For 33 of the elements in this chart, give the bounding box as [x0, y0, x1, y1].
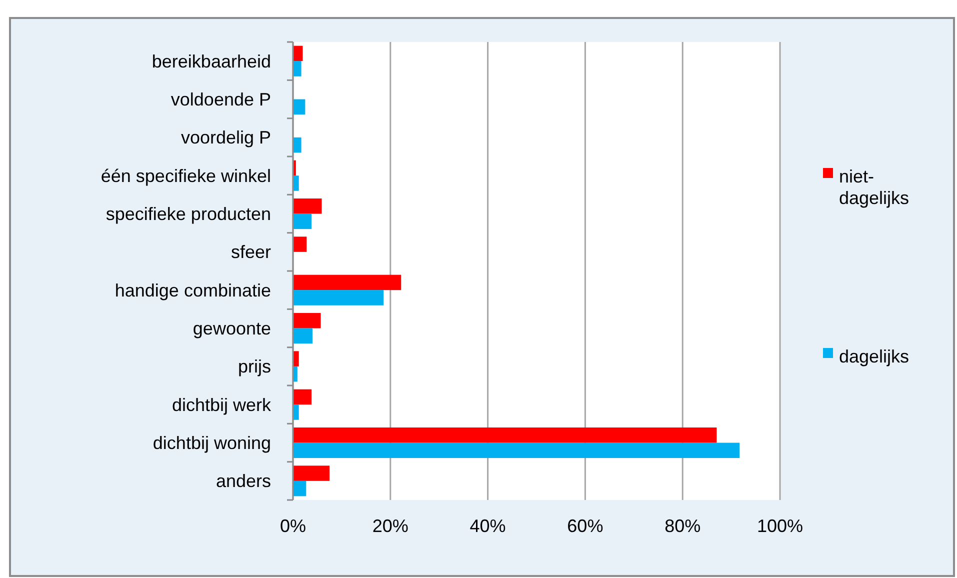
legend-label: niet-dagelijks [839, 166, 910, 208]
y-tick-label: handige combinatie [114, 280, 271, 300]
y-tick-label: dichtbij woning [152, 433, 271, 454]
bar [293, 236, 307, 252]
x-tick-label: 20% [372, 516, 408, 536]
bar [293, 61, 302, 76]
bar [293, 389, 312, 405]
y-tick-label: voordelig P [180, 128, 271, 148]
bar [293, 427, 717, 443]
bar [293, 274, 402, 290]
y-tick-label: prijs [238, 356, 271, 377]
y-tick-label: anders [216, 471, 271, 492]
y-tick-label: één specifieke winkel [100, 166, 271, 186]
legend-label: dagelijks [839, 346, 910, 366]
bar [293, 312, 321, 328]
x-tick-label: 60% [567, 516, 604, 536]
y-tick-label: dichtbij werk [172, 394, 272, 415]
bar [293, 290, 384, 306]
bar [293, 480, 306, 496]
x-tick-label: 100% [756, 516, 804, 536]
y-tick-label: voldoende P [170, 90, 271, 110]
x-tick-label: 40% [470, 516, 506, 536]
bar [293, 214, 312, 230]
x-tick-label: 80% [664, 516, 701, 536]
y-tick-label: specifieke producten [106, 204, 271, 224]
y-tick-label: bereikbaarheid [152, 51, 271, 72]
bar [293, 442, 740, 458]
x-tick-label: 0% [280, 516, 306, 536]
bar [293, 198, 322, 214]
y-tick-label: sfeer [230, 242, 271, 262]
y-tick-label: gewoonte [192, 318, 271, 339]
bar [293, 466, 330, 481]
bar [293, 328, 312, 344]
